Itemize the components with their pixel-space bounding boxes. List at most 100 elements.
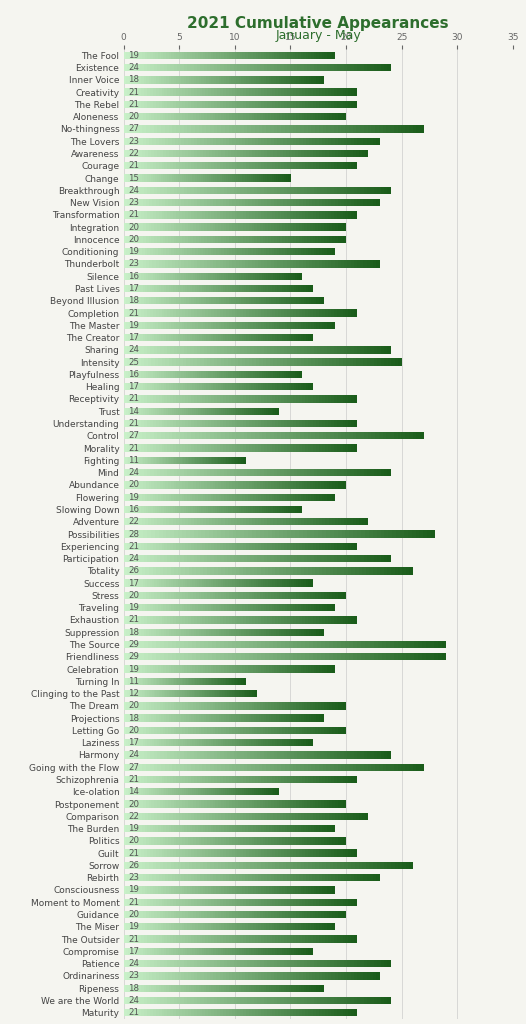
- Bar: [168, 887, 171, 894]
- Bar: [176, 494, 179, 501]
- Bar: [237, 996, 240, 1005]
- Bar: [269, 923, 271, 931]
- Bar: [194, 162, 197, 169]
- Bar: [344, 972, 348, 980]
- Bar: [219, 825, 221, 833]
- Bar: [210, 506, 213, 513]
- Bar: [376, 137, 379, 145]
- Bar: [240, 481, 243, 488]
- Bar: [296, 1009, 299, 1017]
- Text: 22: 22: [128, 517, 139, 526]
- Bar: [164, 690, 165, 697]
- Bar: [211, 322, 214, 329]
- Bar: [244, 690, 246, 697]
- Bar: [196, 702, 199, 710]
- Bar: [299, 211, 302, 218]
- Bar: [224, 481, 227, 488]
- Bar: [135, 911, 138, 919]
- Bar: [124, 776, 127, 783]
- Bar: [141, 76, 144, 84]
- Bar: [252, 371, 255, 378]
- Bar: [170, 162, 174, 169]
- Bar: [203, 125, 206, 133]
- Bar: [279, 702, 282, 710]
- Bar: [255, 309, 258, 316]
- Bar: [232, 236, 235, 243]
- Bar: [214, 186, 217, 194]
- Bar: [137, 457, 139, 464]
- Bar: [234, 678, 235, 685]
- Bar: [227, 494, 229, 501]
- Bar: [173, 420, 176, 427]
- Bar: [357, 972, 360, 980]
- Bar: [154, 383, 157, 390]
- Bar: [136, 813, 139, 820]
- Bar: [159, 690, 160, 697]
- Bar: [165, 481, 168, 488]
- Bar: [132, 236, 135, 243]
- Bar: [199, 739, 201, 746]
- Bar: [187, 494, 190, 501]
- Bar: [139, 813, 142, 820]
- Bar: [301, 285, 304, 292]
- Bar: [135, 444, 138, 452]
- Bar: [248, 51, 250, 59]
- Bar: [285, 887, 288, 894]
- Bar: [129, 727, 132, 734]
- Bar: [124, 616, 127, 624]
- Bar: [272, 420, 276, 427]
- Bar: [221, 727, 224, 734]
- Bar: [160, 457, 162, 464]
- Bar: [322, 666, 325, 673]
- Bar: [208, 923, 211, 931]
- Bar: [160, 788, 163, 796]
- Bar: [235, 395, 238, 402]
- Bar: [214, 947, 216, 955]
- Bar: [250, 996, 254, 1005]
- Bar: [230, 150, 234, 157]
- Bar: [270, 752, 274, 759]
- Bar: [351, 850, 355, 857]
- Bar: [299, 935, 302, 943]
- Bar: [220, 543, 223, 550]
- Bar: [240, 555, 244, 562]
- Bar: [293, 592, 296, 599]
- Bar: [268, 580, 270, 587]
- Bar: [132, 113, 135, 121]
- Bar: [184, 715, 186, 722]
- Bar: [252, 420, 255, 427]
- Bar: [132, 838, 135, 845]
- Bar: [137, 887, 139, 894]
- Bar: [305, 420, 308, 427]
- Bar: [322, 923, 325, 931]
- Bar: [161, 616, 165, 624]
- Bar: [139, 887, 142, 894]
- Bar: [307, 346, 310, 353]
- Bar: [195, 764, 199, 771]
- Bar: [316, 481, 318, 488]
- Bar: [248, 788, 250, 796]
- Bar: [248, 260, 251, 267]
- Bar: [184, 629, 186, 636]
- Bar: [364, 186, 367, 194]
- Bar: [236, 862, 239, 869]
- Bar: [402, 862, 406, 869]
- Bar: [219, 494, 221, 501]
- Bar: [133, 813, 136, 820]
- Bar: [308, 935, 310, 943]
- Bar: [347, 518, 350, 525]
- Bar: [255, 211, 258, 218]
- Bar: [219, 174, 222, 181]
- Bar: [165, 309, 167, 316]
- Bar: [129, 76, 131, 84]
- Bar: [290, 248, 293, 255]
- Bar: [130, 739, 133, 746]
- Bar: [279, 506, 281, 513]
- Bar: [181, 923, 185, 931]
- Bar: [299, 444, 302, 452]
- Bar: [284, 629, 286, 636]
- Bar: [153, 395, 156, 402]
- Bar: [133, 383, 136, 390]
- Bar: [211, 666, 214, 673]
- Bar: [221, 322, 224, 329]
